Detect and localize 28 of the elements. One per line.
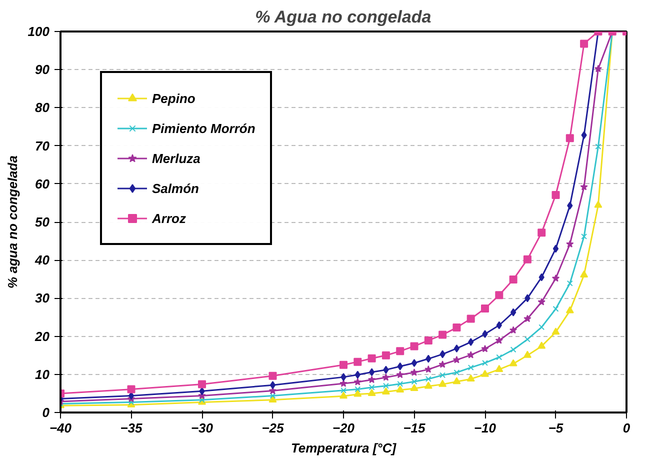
x-tick-label: 0 xyxy=(622,420,631,436)
y-tick-label: 0 xyxy=(42,405,50,420)
x-tick-label: −10 xyxy=(474,420,497,436)
x-tick-label: −35 xyxy=(120,420,144,436)
legend-label: Pimiento Morrón xyxy=(152,120,256,136)
x-tick-label: −30 xyxy=(190,420,214,436)
x-tick-label: −15 xyxy=(403,420,426,436)
legend-label: Salmón xyxy=(152,180,199,196)
x-tick-label: −20 xyxy=(332,420,356,436)
x-tick-label: −25 xyxy=(262,420,285,436)
y-tick-label: 80 xyxy=(35,100,50,116)
y-tick-label: 90 xyxy=(35,62,50,78)
y-tick-label: 100 xyxy=(28,24,50,39)
x-tick-label: −5 xyxy=(548,420,564,436)
y-axis-title: % agua no congelada xyxy=(4,156,20,288)
y-tick-label: 40 xyxy=(34,252,50,268)
y-tick-label: 30 xyxy=(35,290,50,306)
y-tick-label: 70 xyxy=(35,138,50,154)
y-tick-label: 20 xyxy=(34,328,50,344)
legend-label: Pepino xyxy=(152,90,196,106)
y-tick-label: 50 xyxy=(35,214,50,230)
x-tick-label: −40 xyxy=(49,420,72,436)
chart-title: % Agua no congelada xyxy=(255,8,432,26)
legend-label: Merluza xyxy=(152,150,200,166)
y-tick-label: 60 xyxy=(35,176,50,192)
y-tick-label: 10 xyxy=(35,366,50,382)
x-axis-title: Temperatura [°C] xyxy=(290,440,397,456)
legend-label: Arroz xyxy=(152,210,186,226)
